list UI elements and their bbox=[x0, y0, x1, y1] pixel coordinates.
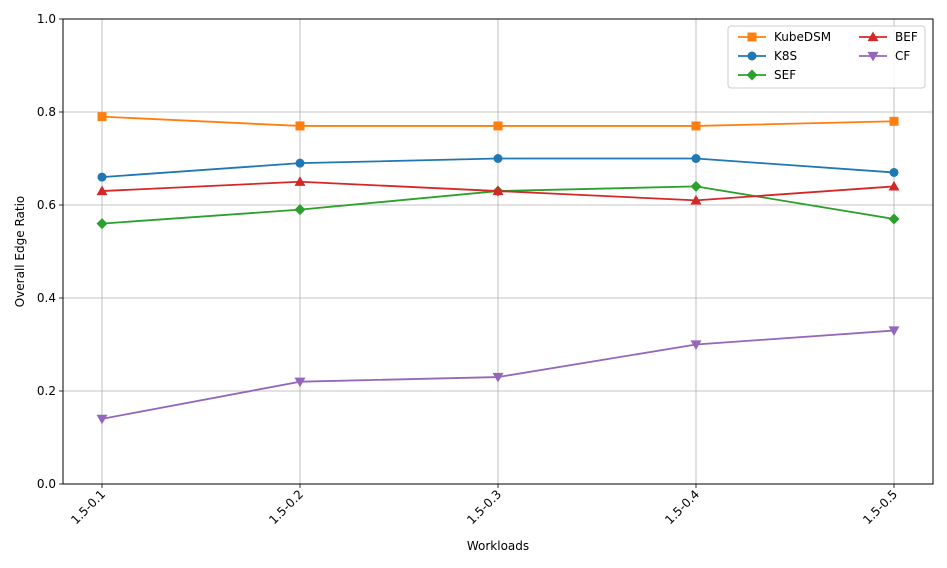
data-point bbox=[294, 377, 306, 388]
data-point bbox=[690, 340, 702, 350]
legend: KubeDSM K8S SEF BEF CF bbox=[727, 25, 926, 89]
data-point bbox=[96, 414, 108, 425]
x-axis-ticks: 1.5-0.1 1.5-0.2 1.5-0.3 1.5-0.4 1.5-0.5 bbox=[68, 484, 900, 527]
data-point bbox=[492, 185, 504, 196]
x-tick-label: 1.5-0.3 bbox=[464, 487, 504, 527]
data-point bbox=[888, 180, 900, 191]
series-group bbox=[96, 112, 900, 425]
legend-entry: SEF bbox=[738, 68, 796, 82]
legend-marker bbox=[747, 51, 757, 61]
legend-label: CF bbox=[895, 49, 910, 63]
data-point bbox=[493, 121, 503, 131]
y-tick-label: 0.0 bbox=[37, 477, 56, 491]
y-tick-label: 0.2 bbox=[37, 384, 56, 398]
data-point bbox=[492, 372, 504, 383]
x-tick-label: 1.5-0.2 bbox=[266, 487, 306, 527]
legend-marker bbox=[746, 69, 758, 81]
legend-label: KubeDSM bbox=[774, 30, 831, 44]
legend-entry: KubeDSM bbox=[738, 30, 831, 44]
legend-marker bbox=[747, 32, 757, 42]
data-point bbox=[888, 213, 900, 225]
series-cf bbox=[96, 326, 900, 425]
series-k8s bbox=[97, 154, 899, 182]
legend-entry: BEF bbox=[859, 30, 918, 44]
data-point bbox=[889, 167, 899, 177]
data-point bbox=[97, 112, 107, 122]
x-tick-label: 1.5-0.1 bbox=[68, 487, 108, 527]
data-point bbox=[690, 180, 702, 192]
series-kubedsm bbox=[97, 112, 899, 131]
data-point bbox=[690, 194, 702, 205]
data-point bbox=[691, 154, 701, 163]
data-point bbox=[888, 326, 900, 337]
legend-entry: CF bbox=[859, 49, 910, 63]
data-point bbox=[889, 116, 899, 126]
grid-lines bbox=[63, 18, 933, 485]
data-point bbox=[294, 176, 306, 186]
data-point bbox=[295, 158, 305, 168]
data-point bbox=[493, 154, 503, 163]
legend-entry: K8S bbox=[738, 49, 797, 63]
legend-label: BEF bbox=[895, 30, 918, 44]
data-point bbox=[295, 121, 305, 131]
data-point bbox=[294, 204, 306, 216]
legend-marker bbox=[867, 51, 879, 62]
legend-box bbox=[727, 25, 926, 89]
y-tick-label: 0.8 bbox=[37, 105, 56, 119]
data-point bbox=[96, 185, 108, 196]
y-axis-label: Overall Edge Ratio bbox=[13, 196, 27, 308]
y-tick-label: 1.0 bbox=[37, 12, 56, 26]
x-axis-label: Workloads bbox=[467, 539, 529, 553]
x-tick-label: 1.5-0.4 bbox=[662, 487, 702, 527]
data-point bbox=[96, 218, 108, 230]
legend-marker bbox=[867, 31, 879, 42]
legend-label: K8S bbox=[774, 49, 797, 63]
data-point bbox=[691, 121, 701, 131]
y-tick-label: 0.4 bbox=[37, 291, 56, 305]
legend-label: SEF bbox=[774, 68, 796, 82]
series-bef bbox=[96, 176, 900, 205]
y-axis-ticks: 0.0 0.2 0.4 0.6 0.8 1.0 bbox=[37, 12, 63, 491]
x-tick-label: 1.5-0.5 bbox=[860, 487, 900, 527]
y-tick-label: 0.6 bbox=[37, 198, 56, 212]
data-point bbox=[97, 172, 107, 182]
